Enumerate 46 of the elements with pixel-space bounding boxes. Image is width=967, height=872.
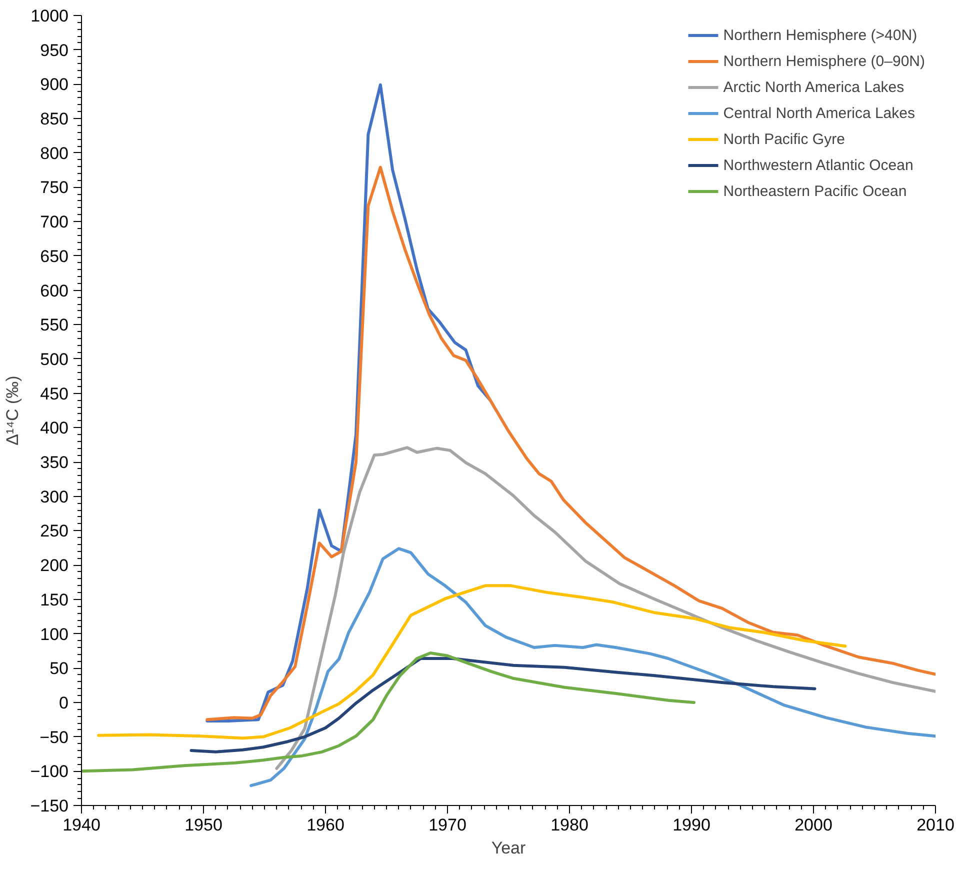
y-tick-label: 400 — [40, 418, 69, 438]
y-tick-label: 950 — [40, 40, 69, 60]
line-series — [82, 651, 696, 773]
y-tick-label: 700 — [40, 212, 69, 232]
x-tick-label: 1990 — [672, 816, 710, 834]
x-tick-label: 1940 — [62, 816, 100, 834]
y-tick-label: 500 — [40, 350, 69, 369]
y-tick-label: 650 — [40, 246, 69, 266]
legend-label: Northern Hemisphere (>40N) — [723, 26, 918, 44]
y-tick-label: 200 — [40, 556, 69, 576]
y-tick-label: 350 — [40, 453, 69, 472]
y-tick-label: 750 — [40, 178, 69, 198]
legend-label: Northern Hemisphere (0–90N) — [723, 52, 925, 70]
legend-label: Northeastern Pacific Ocean — [723, 182, 907, 200]
legend-label: North Pacific Gyre — [723, 130, 845, 148]
x-tick-label: 1950 — [184, 816, 222, 834]
x-tick-label: 1980 — [550, 816, 588, 834]
x-tick-label: 1970 — [428, 816, 466, 834]
line-series — [190, 656, 816, 754]
y-tick-label: −50 — [40, 728, 69, 747]
y-tick-label: −150 — [30, 796, 69, 816]
y-tick-label: 550 — [40, 316, 69, 335]
x-axis-title: Year — [491, 838, 526, 858]
legend-label: Northwestern Atlantic Ocean — [723, 156, 914, 174]
x-tick-label: 1960 — [306, 816, 344, 834]
y-tick-label: 0 — [59, 693, 69, 712]
y-tick-label: 600 — [40, 281, 69, 300]
y-tick-label: 50 — [50, 659, 69, 678]
y-tick-label: 150 — [40, 590, 69, 610]
y-tick-label: 900 — [40, 75, 69, 94]
y-tick-label: 850 — [40, 110, 69, 129]
line-series — [97, 584, 847, 740]
y-tick-label: −100 — [30, 762, 69, 782]
x-tick-label: 2010 — [916, 816, 954, 834]
line-series — [275, 446, 936, 770]
y-tick-label: 300 — [40, 487, 69, 506]
y-tick-label: 1000 — [30, 6, 69, 26]
legend-label: Central North America Lakes — [723, 104, 915, 122]
line-series — [250, 547, 936, 788]
y-axis-title: Δ¹⁴C (‰) — [3, 376, 22, 446]
y-tick-label: 100 — [40, 624, 69, 644]
y-tick-label: 450 — [40, 384, 69, 404]
legend-label: Arctic North America Lakes — [723, 78, 904, 96]
x-tick-label: 2000 — [794, 816, 832, 834]
y-tick-label: 800 — [40, 144, 69, 163]
y-tick-label: 250 — [40, 522, 69, 541]
